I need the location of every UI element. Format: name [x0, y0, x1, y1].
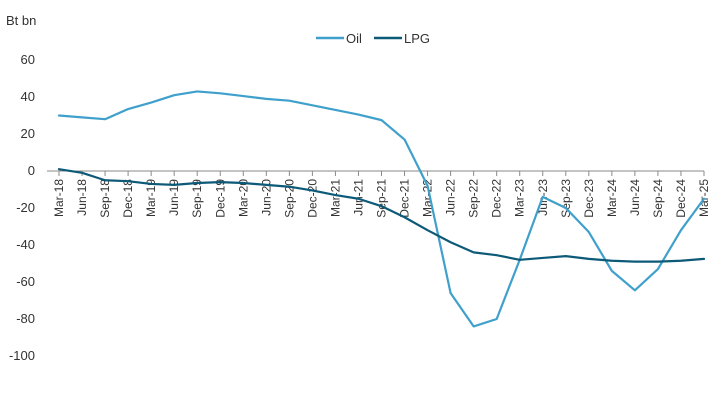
- series-lines: [57, 90, 706, 328]
- x-tick-label: Sep-23: [559, 179, 573, 218]
- x-tick-label: Dec-23: [582, 179, 596, 218]
- x-tick-label: Mar-23: [513, 179, 527, 217]
- x-tick-label: Mar-20: [236, 179, 250, 217]
- x-tick-label: Jun-22: [444, 179, 458, 216]
- x-tick-label: Sep-24: [651, 179, 665, 218]
- x-tick-label: Jun-20: [259, 179, 273, 216]
- x-tick-label: Sep-18: [98, 179, 112, 218]
- y-tick-label: 60: [21, 52, 35, 67]
- x-axis: Mar-18 Jun-18 Sep-18 Dec-18 Mar-19 Jun-19 Sep-…: [47, 170, 708, 218]
- x-tick-label: Sep-21: [375, 179, 389, 218]
- x-tick-label: Mar-21: [328, 179, 342, 217]
- y-tick-label: -100: [9, 348, 35, 363]
- y-axis-ticks: 60 40 20 0 -20 -40 -60 -80 -100: [9, 52, 35, 363]
- x-tick-label: Mar-24: [605, 179, 619, 217]
- series-line-oil: [57, 90, 706, 328]
- legend-label-lpg: LPG: [404, 31, 430, 46]
- x-tick-label: Sep-22: [467, 179, 481, 218]
- x-tick-label: Sep-19: [190, 179, 204, 218]
- x-tick-label: Dec-19: [213, 179, 227, 218]
- x-tick-label: Mar-19: [144, 179, 158, 217]
- y-tick-label: -80: [16, 311, 35, 326]
- legend-label-oil: Oil: [346, 31, 362, 46]
- x-tick-label: Dec-18: [121, 179, 135, 218]
- x-tick-label: Jun-19: [167, 179, 181, 216]
- x-tick-label: Dec-21: [398, 179, 412, 218]
- y-tick-label: -60: [16, 274, 35, 289]
- x-tick-label: Dec-20: [305, 179, 319, 218]
- x-tick-label: Mar-18: [52, 179, 66, 217]
- x-tick-label: Mar-25: [697, 179, 708, 217]
- y-tick-label: -40: [16, 237, 35, 252]
- y-axis-unit-label: Bt bn: [6, 13, 36, 28]
- x-tick-label: Dec-24: [674, 179, 688, 218]
- x-tick-label: Dec-22: [490, 179, 504, 218]
- x-tick-label: Jun-24: [628, 179, 642, 216]
- y-tick-label: 20: [21, 126, 35, 141]
- x-tick-label: Jun-21: [351, 179, 365, 216]
- legend: Oil LPG: [316, 31, 430, 46]
- y-tick-label: 40: [21, 89, 35, 104]
- series-line-lpg: [57, 168, 706, 263]
- y-tick-label: 0: [28, 163, 35, 178]
- x-tick-label: Sep-20: [282, 179, 296, 218]
- x-tick-label: Mar-22: [421, 179, 435, 217]
- y-tick-label: -20: [16, 200, 35, 215]
- x-tick-label: Jun-18: [75, 179, 89, 216]
